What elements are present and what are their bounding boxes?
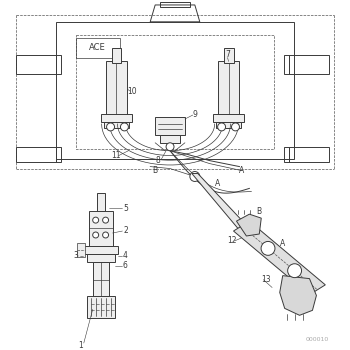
Text: A: A: [215, 179, 220, 188]
Text: 9: 9: [193, 110, 197, 119]
Bar: [87, 254, 114, 262]
Bar: [16, 55, 56, 74]
Text: 3: 3: [74, 251, 78, 260]
Bar: [56, 147, 61, 162]
Circle shape: [120, 123, 128, 131]
Text: 11: 11: [111, 151, 120, 160]
Polygon shape: [233, 221, 325, 295]
Text: ACE: ACE: [89, 43, 106, 52]
Circle shape: [107, 123, 114, 131]
Bar: [160, 2, 190, 7]
Bar: [216, 122, 241, 128]
Bar: [106, 62, 127, 116]
Circle shape: [231, 123, 239, 131]
Bar: [76, 35, 274, 149]
Bar: [97, 193, 105, 211]
Text: 5: 5: [123, 204, 128, 213]
Text: B: B: [257, 207, 262, 216]
Circle shape: [93, 232, 99, 238]
Text: 2: 2: [123, 225, 128, 234]
Bar: [89, 211, 113, 246]
Bar: [284, 147, 289, 162]
Circle shape: [218, 123, 225, 131]
Circle shape: [103, 217, 108, 223]
Polygon shape: [237, 214, 261, 236]
Bar: [56, 55, 61, 74]
Circle shape: [93, 217, 99, 223]
Bar: [155, 117, 185, 135]
Text: A: A: [239, 166, 244, 175]
Circle shape: [261, 241, 275, 255]
Text: 8: 8: [156, 156, 161, 165]
Bar: [218, 62, 239, 116]
Bar: [101, 114, 132, 122]
Bar: [56, 22, 294, 159]
Bar: [213, 114, 244, 122]
Bar: [76, 38, 120, 57]
Circle shape: [103, 232, 108, 238]
Polygon shape: [280, 276, 316, 315]
Bar: [16, 147, 56, 162]
Text: 000010: 000010: [306, 337, 329, 342]
Text: 1: 1: [78, 341, 83, 350]
Bar: [224, 48, 233, 63]
Bar: [289, 55, 329, 74]
Circle shape: [190, 172, 200, 181]
Text: 7: 7: [225, 50, 230, 59]
Bar: [87, 296, 114, 318]
Circle shape: [166, 143, 174, 151]
Bar: [112, 48, 121, 63]
Bar: [104, 122, 130, 128]
Text: A: A: [280, 239, 286, 248]
Bar: [77, 243, 85, 257]
Text: 6: 6: [123, 261, 128, 270]
Bar: [289, 147, 329, 162]
Polygon shape: [192, 174, 244, 229]
Text: 4: 4: [123, 251, 128, 260]
Bar: [284, 55, 289, 74]
Text: 12: 12: [227, 237, 236, 245]
Circle shape: [288, 264, 302, 278]
Bar: [93, 262, 108, 296]
Text: 13: 13: [261, 275, 271, 284]
Text: 10: 10: [127, 87, 137, 96]
Bar: [83, 246, 119, 254]
Text: B: B: [153, 166, 158, 175]
Bar: [160, 135, 180, 143]
